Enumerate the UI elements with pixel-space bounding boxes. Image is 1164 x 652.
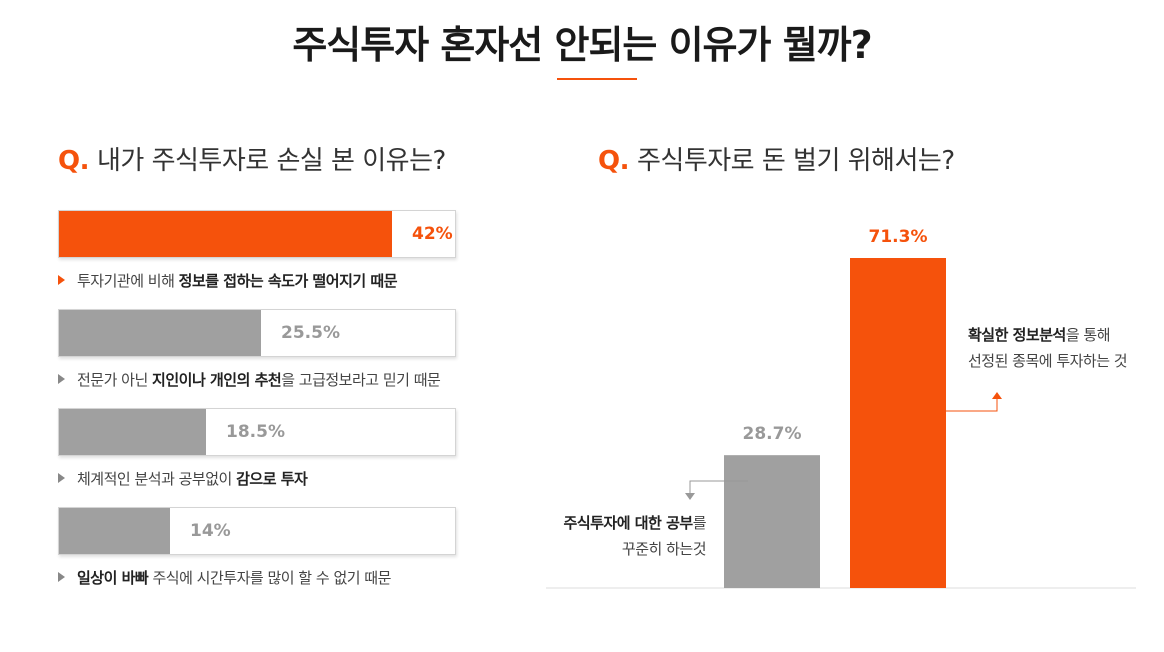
right-question: Q. 주식투자로 돈 벌기 위해서는? <box>598 140 955 177</box>
page-title: 주식투자 혼자선 안되는 이유가 뭘까? <box>292 23 872 67</box>
hbar-value-label-3: 18.5% <box>226 422 285 442</box>
note-text: 을 통해 <box>1065 326 1111 344</box>
hbar-3: 18.5% <box>58 408 456 456</box>
triangle-bullet-icon <box>58 473 65 483</box>
left-question: Q. 내가 주식투자로 손실 본 이유는? <box>58 140 446 177</box>
reason-text: 체계적인 분석과 공부없이 <box>77 470 237 488</box>
hbar-4: 14% <box>58 507 456 555</box>
reason-text: 을 고급정보라고 믿기 때문 <box>281 371 441 389</box>
hbar-fill-1 <box>59 211 392 257</box>
arrow-down-icon <box>685 493 695 500</box>
right-q-mark: Q. <box>598 146 629 176</box>
hbar-2: 25.5% <box>58 309 456 357</box>
reason-text: 전문가 아닌 <box>77 371 153 389</box>
reason-text: 투자기관에 비해 <box>77 272 179 290</box>
vbar-value-label-2: 71.3% <box>869 227 928 247</box>
hbar-fill-2 <box>59 310 261 356</box>
hbar-1: 42% <box>58 210 456 258</box>
connector-line-grey <box>689 480 748 493</box>
left-q-mark: Q. <box>58 146 89 176</box>
vbar-value-label-1: 28.7% <box>743 424 802 444</box>
note-line: 확실한 정보분석을 통해 <box>968 322 1127 348</box>
reason-1: 투자기관에 비해 정보를 접하는 속도가 떨어지기 때문 <box>58 270 398 291</box>
note-line: 선정된 종목에 투자하는 것 <box>968 348 1128 374</box>
left-question-text: 내가 주식투자로 손실 본 이유는? <box>96 146 446 176</box>
reason-4: 일상이 바빠 주식에 시간투자를 많이 할 수 없기 때문 <box>58 567 391 588</box>
hbar-value-label-1: 42% <box>412 224 453 244</box>
hbar-fill-4 <box>59 508 170 554</box>
note-text: 꾸준히 하는것 <box>621 540 707 558</box>
triangle-bullet-icon <box>58 275 65 285</box>
note-line: 꾸준히 하는것 <box>564 536 707 562</box>
note-line: 주식투자에 대한 공부를 <box>563 510 707 536</box>
connector-line-orange <box>924 399 998 412</box>
reason-text: 지인이나 개인의 추천 <box>152 371 282 389</box>
note-text: 선정된 종목에 투자하는 것 <box>968 352 1128 370</box>
hbar-fill-3 <box>59 409 206 455</box>
reason-text: 주식에 시간투자를 많이 할 수 없기 때문 <box>148 569 392 587</box>
reason-2: 전문가 아닌 지인이나 개인의 추천을 고급정보라고 믿기 때문 <box>58 369 441 390</box>
reason-text: 정보를 접하는 속도가 떨어지기 때문 <box>178 272 398 290</box>
reason-text: 일상이 바빠 <box>77 569 149 587</box>
reason-text: 감으로 투자 <box>236 470 308 488</box>
arrow-up-icon <box>992 392 1002 399</box>
reason-3: 체계적인 분석과 공부없이 감으로 투자 <box>58 468 308 489</box>
hbar-value-label-4: 14% <box>190 521 231 541</box>
hbar-value-label-2: 25.5% <box>281 323 340 343</box>
triangle-bullet-icon <box>58 572 65 582</box>
right-question-text: 주식투자로 돈 벌기 위해서는? <box>636 146 955 176</box>
note-text: 주식투자에 대한 공부 <box>563 514 694 532</box>
note-text: 확실한 정보분석 <box>968 326 1066 344</box>
title-underline <box>557 78 637 80</box>
vbar-1 <box>724 455 820 588</box>
triangle-bullet-icon <box>58 374 65 384</box>
note-text: 를 <box>692 514 707 532</box>
vbar-2 <box>850 258 946 588</box>
